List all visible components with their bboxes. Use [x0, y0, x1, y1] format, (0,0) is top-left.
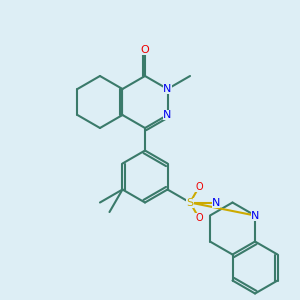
- Text: N: N: [163, 84, 172, 94]
- Text: O: O: [141, 45, 149, 55]
- Text: S: S: [187, 197, 194, 208]
- Text: O: O: [195, 182, 203, 192]
- Text: O: O: [195, 213, 203, 223]
- Text: N: N: [212, 197, 220, 208]
- Text: N: N: [163, 110, 172, 120]
- Text: N: N: [251, 211, 259, 220]
- Text: S: S: [187, 197, 194, 208]
